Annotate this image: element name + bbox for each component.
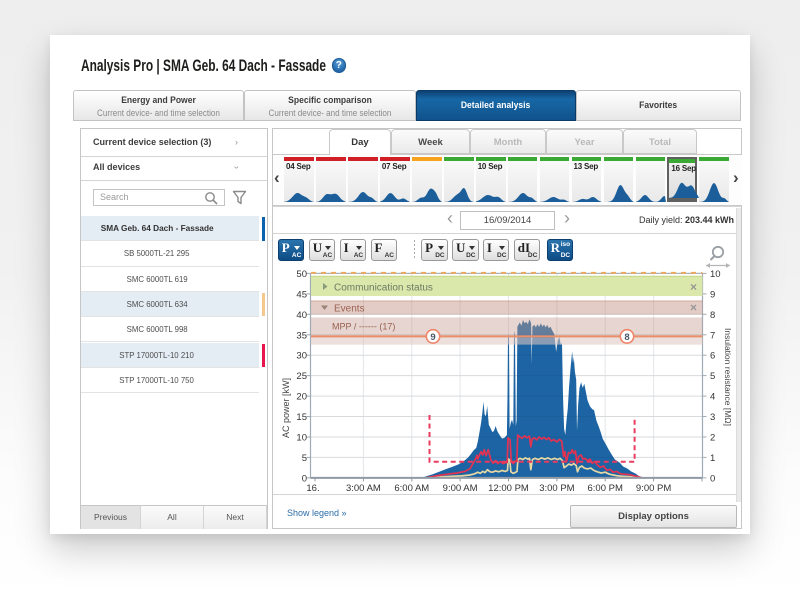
svg-text:2: 2 [710,433,715,444]
svg-text:4: 4 [710,392,715,403]
svg-text:20: 20 [296,392,307,403]
svg-text:6:00 PM: 6:00 PM [588,483,623,494]
svg-text:50: 50 [296,269,307,280]
svg-text:35: 35 [296,330,307,341]
svg-text:10: 10 [710,269,721,280]
svg-text:25: 25 [296,371,307,382]
svg-text:5: 5 [710,371,715,382]
svg-text:15: 15 [296,412,307,423]
svg-text:10: 10 [296,433,307,444]
svg-text:0: 0 [302,473,307,484]
svg-text:1: 1 [710,453,715,464]
svg-text:3:00 AM: 3:00 AM [346,483,381,494]
svg-text:0: 0 [710,473,715,484]
svg-text:MPP / ------ (17): MPP / ------ (17) [332,322,395,332]
svg-text:45: 45 [296,289,307,300]
svg-text:8: 8 [624,332,629,343]
svg-text:5: 5 [302,453,307,464]
svg-text:Communication status: Communication status [334,283,433,294]
svg-text:3:00 PM: 3:00 PM [539,483,574,494]
svg-text:12:00 PM: 12:00 PM [488,483,529,494]
svg-text:40: 40 [296,310,307,321]
svg-text:Events: Events [334,304,365,315]
svg-text:6:00 AM: 6:00 AM [394,483,429,494]
svg-text:7: 7 [710,330,715,341]
svg-text:9: 9 [710,289,715,300]
svg-text:×: × [690,301,697,315]
svg-text:9:00 AM: 9:00 AM [443,483,478,494]
svg-text:9:00 PM: 9:00 PM [636,483,671,494]
svg-text:×: × [690,280,697,294]
svg-text:6: 6 [710,351,715,362]
svg-text:Insulation resistance [MΩ]: Insulation resistance [MΩ] [723,328,733,426]
svg-text:8: 8 [710,310,715,321]
svg-text:16.: 16. [306,483,319,494]
svg-text:30: 30 [296,351,307,362]
svg-text:9: 9 [430,332,435,343]
svg-text:3: 3 [710,412,715,423]
svg-text:AC power [kW]: AC power [kW] [281,378,291,438]
